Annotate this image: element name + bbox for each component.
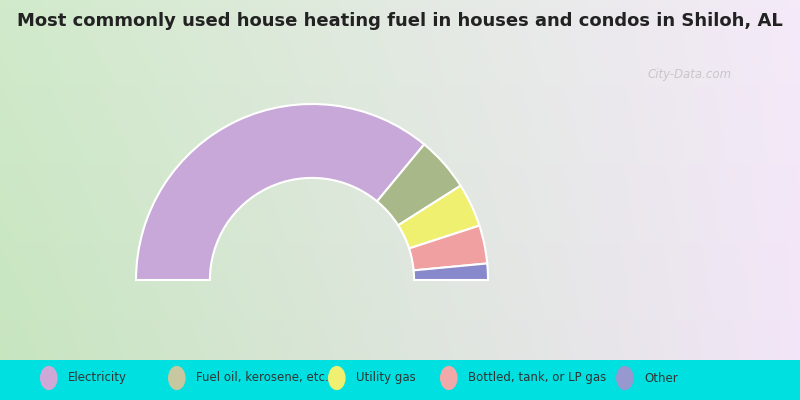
Text: City-Data.com: City-Data.com — [648, 68, 732, 81]
Text: Electricity: Electricity — [68, 372, 127, 384]
Ellipse shape — [328, 366, 346, 390]
Text: Fuel oil, kerosene, etc.: Fuel oil, kerosene, etc. — [196, 372, 329, 384]
Ellipse shape — [616, 366, 634, 390]
Wedge shape — [377, 144, 461, 225]
Ellipse shape — [40, 366, 58, 390]
Wedge shape — [409, 226, 487, 270]
Wedge shape — [136, 104, 424, 280]
Ellipse shape — [440, 366, 458, 390]
Wedge shape — [414, 264, 488, 280]
Text: Most commonly used house heating fuel in houses and condos in Shiloh, AL: Most commonly used house heating fuel in… — [17, 12, 783, 30]
Text: Bottled, tank, or LP gas: Bottled, tank, or LP gas — [468, 372, 606, 384]
Text: Other: Other — [644, 372, 678, 384]
Text: Utility gas: Utility gas — [356, 372, 416, 384]
Wedge shape — [398, 186, 479, 248]
Ellipse shape — [168, 366, 186, 390]
